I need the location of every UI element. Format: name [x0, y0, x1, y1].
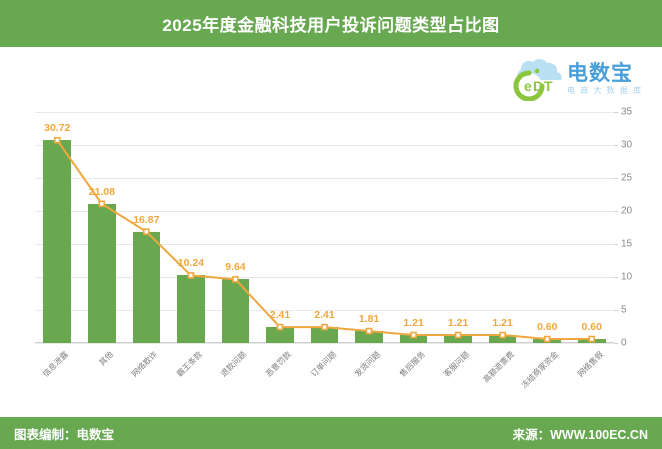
- x-tick-label-text: 其他: [97, 349, 115, 368]
- line-marker[interactable]: [232, 276, 239, 283]
- brand-logo: e D T 电数宝 电 商 大 数 据 库: [503, 55, 655, 103]
- x-tick-label-text: 霸王条款: [174, 349, 204, 379]
- gridline: [35, 145, 614, 146]
- data-label: 2.41: [314, 309, 335, 322]
- x-tick-label-text: 客服问题: [442, 349, 472, 379]
- bar[interactable]: [355, 331, 383, 343]
- cloud-edt-logo-icon: e D T: [503, 57, 565, 101]
- line-series: [53, 136, 596, 343]
- line-marker[interactable]: [410, 331, 417, 339]
- brand-name: 电数宝: [567, 61, 633, 85]
- gridline: [35, 310, 614, 311]
- bar[interactable]: [488, 335, 517, 343]
- data-label: 1.21: [403, 317, 424, 329]
- x-tick-label-text: 售后服务: [397, 349, 427, 379]
- x-tick-label-text: 高额退票费: [481, 349, 516, 385]
- y-tick-label: 20: [621, 205, 633, 217]
- y-tick-label: 35: [621, 106, 633, 118]
- line-marker[interactable]: [588, 335, 596, 343]
- line-marker[interactable]: [98, 200, 106, 208]
- data-label: 1.21: [492, 317, 513, 329]
- x-tick-label-text: 恶意罚款: [264, 349, 294, 379]
- gridline: [35, 244, 614, 245]
- bar[interactable]: [177, 275, 205, 343]
- x-tick-label-text: 退款问题: [219, 349, 249, 379]
- data-label: 9.64: [225, 261, 246, 274]
- data-label: 30.72: [44, 122, 71, 135]
- svg-text:T: T: [544, 78, 553, 94]
- line-marker[interactable]: [365, 327, 373, 335]
- y-tick-mark: [614, 310, 618, 311]
- data-label: 21.08: [88, 185, 115, 198]
- y-tick-mark: [614, 145, 618, 146]
- gridline: [35, 112, 614, 113]
- gridline: [35, 277, 614, 278]
- bar[interactable]: [132, 231, 161, 343]
- y-tick-label: 10: [621, 271, 633, 283]
- gridline: [35, 343, 614, 344]
- line-marker[interactable]: [454, 331, 462, 339]
- svg-text:D: D: [533, 78, 543, 94]
- footer-bar: 图表编制：电数宝 来源：WWW.100EC.CN: [0, 417, 662, 449]
- y-tick-mark: [614, 112, 618, 113]
- bar[interactable]: [310, 327, 339, 343]
- gridline: [35, 211, 614, 212]
- brand-tagline: 电 商 大 数 据 库: [567, 85, 643, 95]
- y-tick-mark: [614, 178, 618, 179]
- y-tick-label: 5: [621, 304, 627, 316]
- y-tick-mark: [614, 244, 618, 245]
- gridline: [35, 178, 614, 179]
- footer-credit: 图表编制：电数宝: [14, 427, 115, 442]
- data-label: 0.60: [536, 321, 558, 334]
- x-tick-label-text: 网络欺诈: [130, 349, 160, 379]
- data-label: 16.87: [133, 213, 160, 226]
- y-tick-mark: [614, 211, 618, 212]
- bar[interactable]: [88, 203, 116, 343]
- y-tick-label: 30: [621, 139, 633, 151]
- x-tick-label-text: 网络售假: [575, 349, 605, 379]
- data-label: 10.24: [177, 257, 205, 270]
- data-label: 2.41: [269, 309, 291, 322]
- bar-series: [35, 112, 614, 343]
- y-tick-label: 25: [621, 172, 633, 184]
- line-marker[interactable]: [321, 323, 328, 331]
- x-tick-label-text: 冻结商家资金: [519, 349, 561, 391]
- x-tick-label-text: 信息泄露: [41, 349, 71, 379]
- y-tick-mark: [614, 277, 618, 278]
- line-marker[interactable]: [143, 228, 150, 235]
- data-label: 1.81: [358, 313, 380, 326]
- line-marker[interactable]: [53, 136, 61, 144]
- line-marker[interactable]: [187, 272, 195, 279]
- data-label: 0.60: [581, 321, 602, 334]
- y-tick-label: 15: [621, 238, 633, 250]
- brand-logo-text: 电数宝 电 商 大 数 据 库: [567, 61, 643, 96]
- line-marker[interactable]: [543, 335, 551, 343]
- bar[interactable]: [444, 335, 472, 343]
- bar[interactable]: [399, 335, 428, 343]
- data-label: 1.21: [447, 317, 469, 329]
- x-tick-label-text: 发货问题: [353, 349, 383, 379]
- x-tick-label-text: 订单问题: [308, 349, 338, 379]
- svg-text:e: e: [524, 78, 532, 94]
- line-marker[interactable]: [276, 323, 284, 331]
- header-bar: 2025年度金融科技用户投诉问题类型占比图: [0, 0, 662, 47]
- y-tick-label: 0: [621, 337, 627, 349]
- chart-plot-area: 0 5 10 15 20 25 30 35 30.72 21.08 16.87 10.24 9.64 2…: [35, 107, 632, 349]
- bar[interactable]: [43, 140, 72, 343]
- line-marker[interactable]: [499, 331, 506, 339]
- footer-source: 来源：WWW.100EC.CN: [512, 427, 648, 442]
- page-title: 2025年度金融科技用户投诉问题类型占比图: [162, 16, 500, 35]
- x-axis-labels: 信息泄露 其他 网络欺诈 霸王条款 退款问题 恶意罚款 订单问题 发货问题 售后服务 客服问题 高额…: [35, 343, 614, 405]
- bar[interactable]: [266, 327, 294, 343]
- y-tick-mark: [614, 343, 618, 344]
